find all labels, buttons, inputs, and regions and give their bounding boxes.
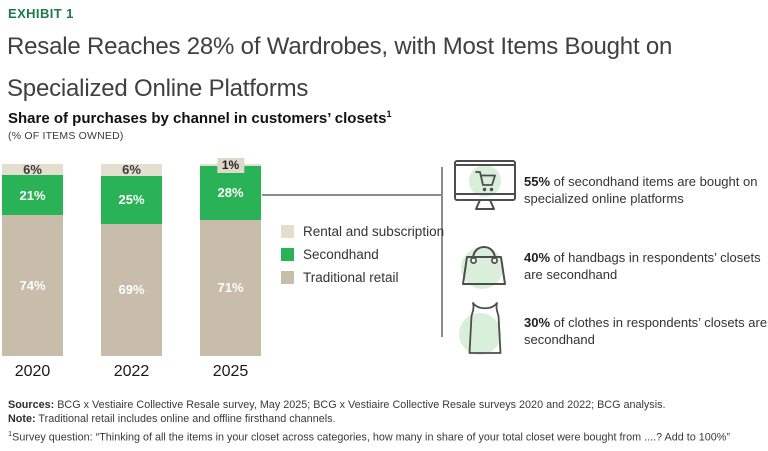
note-text: Traditional retail includes online and o… bbox=[35, 412, 336, 425]
bar-segment-2025-traditional-retail: 71% bbox=[200, 219, 261, 356]
legend-label: Traditional retail bbox=[303, 269, 399, 285]
bar-value-label: 71% bbox=[217, 280, 244, 296]
bar-value-label: 74% bbox=[19, 278, 46, 294]
legend-item-rental-and-subscription: Rental and subscription bbox=[281, 223, 445, 239]
callout-handbags: 40% of handbags in respondents’ closets … bbox=[452, 233, 768, 299]
connector-line-vertical bbox=[441, 167, 443, 337]
legend-item-secondhand: Secondhand bbox=[281, 246, 444, 262]
footnote-mark: 1 bbox=[8, 428, 13, 438]
note-line: Note: Traditional retail includes online… bbox=[8, 413, 764, 427]
legend-swatch bbox=[281, 270, 294, 284]
stacked-bar-2025: 1% 28% 71% bbox=[200, 158, 261, 356]
callout-text: 30% of clothes in respondents’ closets a… bbox=[524, 314, 768, 348]
bar-column-2022: 6% 25% 69% 2022 bbox=[101, 162, 162, 384]
legend-swatch bbox=[281, 247, 294, 261]
callout-description: of secondhand items are bought on specia… bbox=[524, 174, 758, 206]
callout-stat: 30% bbox=[524, 315, 551, 330]
footnote-line: 1Survey question: “Thinking of all the i… bbox=[8, 427, 764, 445]
footer-notes: Sources: BCG x Vestiaire Collective Resa… bbox=[8, 399, 764, 445]
chart-unit-label: (% OF ITEMS OWNED) bbox=[8, 130, 124, 142]
legend-label: Rental and subscription bbox=[303, 223, 445, 239]
page-title-line-1: Resale Reaches 28% of Wardrobes, with Mo… bbox=[7, 33, 673, 60]
bar-value-label: 25% bbox=[118, 192, 145, 208]
exhibit-label: EXHIBIT 1 bbox=[8, 6, 74, 21]
callout-stat: 40% bbox=[524, 250, 551, 265]
x-axis-label-2025: 2025 bbox=[212, 363, 249, 380]
handbag-icon bbox=[452, 231, 518, 302]
bar-segment-2020-rental-and-subscription: 6% bbox=[2, 162, 63, 178]
stacked-bar-2020: 6% 21% 74% bbox=[2, 162, 63, 356]
legend-swatch bbox=[281, 224, 294, 238]
callout-clothes: 30% of clothes in respondents’ closets a… bbox=[452, 298, 768, 364]
bar-segment-2022-rental-and-subscription: 6% bbox=[101, 162, 162, 178]
bar-segment-2022-traditional-retail: 69% bbox=[101, 223, 162, 356]
bar-segment-2022-secondhand: 25% bbox=[101, 175, 162, 224]
page-title-line-2: Specialized Online Platforms bbox=[7, 75, 309, 102]
callout-stat: 55% bbox=[524, 174, 551, 189]
legend-item-traditional-retail: Traditional retail bbox=[281, 269, 444, 285]
legend-label: Secondhand bbox=[303, 246, 379, 262]
monitor-cart-icon bbox=[452, 159, 518, 222]
bar-column-2020: 6% 21% 74% 2020 bbox=[2, 162, 63, 384]
x-axis-label-2020: 2020 bbox=[14, 363, 51, 380]
x-axis-label-2022: 2022 bbox=[113, 363, 150, 380]
bar-value-label: 69% bbox=[118, 282, 145, 298]
bar-value-label: 28% bbox=[217, 185, 244, 201]
callout-text: 40% of handbags in respondents’ closets … bbox=[524, 249, 768, 283]
footnote-text: Survey question: “Thinking of all the it… bbox=[12, 431, 730, 444]
bar-value-badge: 1% bbox=[216, 158, 245, 173]
legend: Rental and subscription Secondhand Traditi… bbox=[281, 224, 444, 293]
bar-value-label: 6% bbox=[122, 162, 141, 178]
callout-description: of clothes in respondents’ closets are s… bbox=[524, 315, 768, 347]
tank-top-icon bbox=[452, 296, 518, 367]
sources-line: Sources: BCG x Vestiaire Collective Resa… bbox=[8, 399, 764, 413]
bar-segment-2020-traditional-retail: 74% bbox=[2, 215, 63, 356]
callout-text: 55% of secondhand items are bought on sp… bbox=[524, 173, 768, 207]
bar-chart: 6% 21% 74% 2020 6% 25% 69% 2022 1% 28% 71% 2025 bbox=[2, 158, 261, 384]
sources-text: BCG x Vestiaire Collective Resale survey… bbox=[54, 399, 666, 411]
bar-segment-2020-secondhand: 21% bbox=[2, 175, 63, 216]
chart-subtitle-text: Share of purchases by channel in custome… bbox=[8, 110, 387, 127]
bar-column-2025: 1% 28% 71% 2025 bbox=[200, 158, 261, 384]
bar-value-label: 21% bbox=[19, 187, 46, 203]
chart-subtitle-footnote-mark: 1 bbox=[386, 109, 392, 119]
connector-line-horizontal bbox=[262, 194, 441, 196]
stacked-bar-2022: 6% 25% 69% bbox=[101, 162, 162, 356]
page-title: Resale Reaches 28% of Wardrobes, with Mo… bbox=[7, 26, 672, 110]
bar-value-label: 6% bbox=[23, 162, 42, 178]
chart-subtitle: Share of purchases by channel in custome… bbox=[8, 109, 392, 127]
note-label: Note: bbox=[8, 412, 36, 425]
sources-label: Sources: bbox=[8, 399, 55, 411]
callout-online-platforms: 55% of secondhand items are bought on sp… bbox=[452, 158, 768, 222]
callout-description: of handbags in respondents’ closets are … bbox=[524, 250, 761, 282]
bar-segment-2025-secondhand: 28% bbox=[200, 165, 261, 220]
